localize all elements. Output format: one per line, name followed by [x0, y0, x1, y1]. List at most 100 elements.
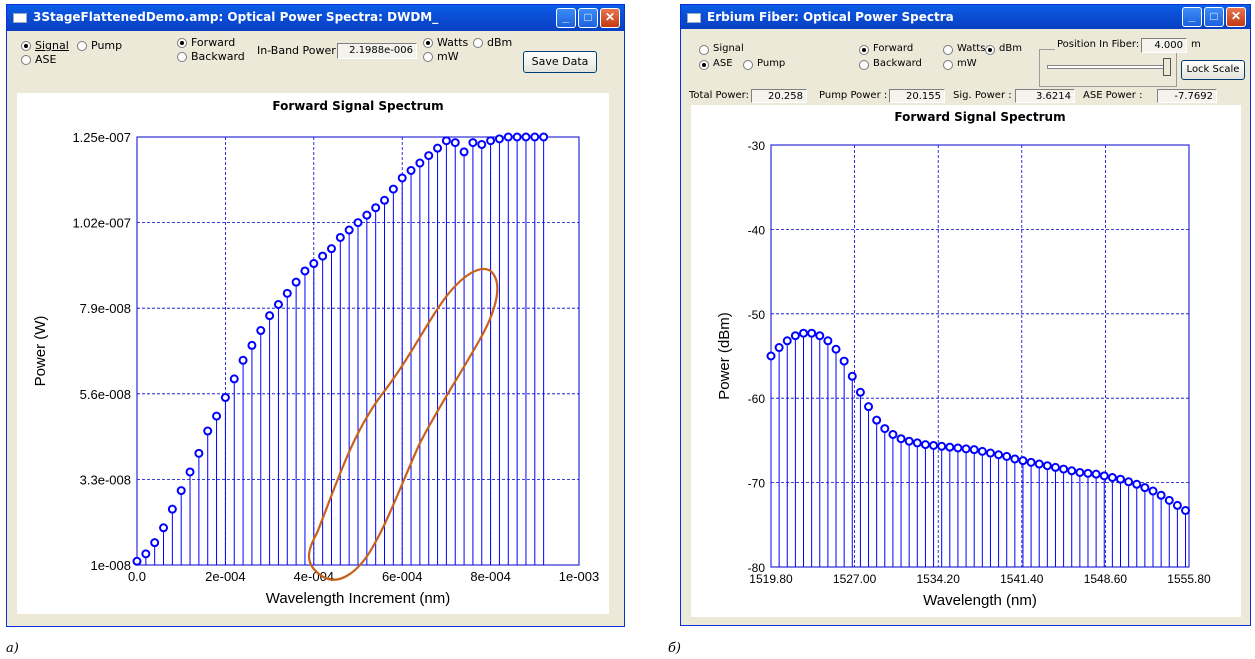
stem-marker	[176, 486, 186, 496]
signal-label: Signal	[35, 39, 69, 52]
forward-radio[interactable]	[859, 45, 869, 55]
backward-radio[interactable]	[177, 52, 187, 62]
y-tick-label: 5.6e-008	[80, 387, 131, 402]
pump-radio[interactable]	[743, 60, 753, 70]
mw-radio[interactable]	[943, 60, 953, 70]
stem-marker	[1002, 451, 1012, 461]
position-slider-thumb[interactable]	[1163, 58, 1171, 76]
stem-marker	[371, 203, 381, 213]
stem-marker	[477, 139, 487, 149]
stem-marker	[1026, 457, 1036, 467]
stem-marker	[1059, 464, 1069, 474]
caption-left: a)	[6, 641, 19, 656]
minimize-button[interactable]: _	[556, 8, 576, 28]
stem-marker	[539, 132, 549, 142]
close-button[interactable]: ✕	[1226, 7, 1246, 27]
stem-marker	[896, 434, 906, 444]
x-tick-label: 8e-004	[470, 569, 510, 584]
dbm-label: dBm	[487, 36, 513, 49]
x-tick-label: 6e-004	[382, 569, 422, 584]
signal-radio[interactable]	[21, 41, 31, 51]
mw-label: mW	[437, 50, 459, 63]
chart-title: Forward Signal Spectrum	[272, 99, 443, 113]
ase-radio[interactable]	[21, 55, 31, 65]
dbm-label: dBm	[999, 43, 1022, 54]
stem-marker	[1181, 505, 1191, 515]
y-tick-label: -40	[748, 223, 766, 237]
stem-marker	[503, 132, 513, 142]
stem-marker	[807, 328, 817, 338]
stem-marker	[194, 448, 204, 458]
y-tick-label: 7.9e-008	[80, 301, 131, 316]
stem-marker	[1067, 466, 1077, 476]
stem-marker	[855, 387, 865, 397]
sig-power-field: 3.6214	[1015, 89, 1075, 103]
mw-radio[interactable]	[423, 52, 433, 62]
stem-marker	[450, 138, 460, 148]
position-field[interactable]: 4.000	[1141, 38, 1187, 53]
stem-marker	[486, 136, 496, 146]
right-titlebar[interactable]: Erbium Fiber: Optical Power Spectra _ □ …	[681, 5, 1250, 29]
caption-right: б)	[668, 641, 682, 656]
pump-power-field: 20.155	[889, 89, 945, 103]
stem-marker	[790, 331, 800, 341]
left-titlebar[interactable]: 3StageFlattenedDemo.amp: Optical Power S…	[7, 5, 624, 31]
stem-marker	[920, 440, 930, 450]
stem-marker	[344, 225, 354, 235]
save-data-button[interactable]: Save Data	[523, 51, 597, 73]
signal-radio[interactable]	[699, 45, 709, 55]
y-tick-label: 1.02e-007	[72, 216, 131, 231]
maximize-button[interactable]: □	[578, 8, 598, 28]
stem-marker	[872, 415, 882, 425]
pump-label: Pump	[91, 39, 123, 52]
stem-marker	[815, 331, 825, 341]
watts-label: Watts	[957, 43, 986, 54]
right-window-title: Erbium Fiber: Optical Power Spectra	[707, 10, 954, 24]
stem-marker	[880, 424, 890, 434]
lock-scale-button[interactable]: Lock Scale	[1181, 60, 1245, 80]
y-tick-label: -60	[748, 392, 766, 406]
ase-radio[interactable]	[699, 60, 709, 70]
y-tick-label: -80	[748, 561, 766, 575]
app-icon	[687, 13, 701, 23]
x-tick-label: 4e-004	[294, 569, 334, 584]
stem-marker	[774, 343, 784, 353]
stem-marker	[1124, 477, 1134, 487]
stem-marker	[353, 218, 363, 228]
stem-marker	[985, 448, 995, 458]
forward-label: Forward	[191, 36, 236, 49]
inband-power-field: 2.1988e-006	[337, 43, 417, 59]
minimize-button[interactable]: _	[1182, 7, 1202, 27]
dbm-radio[interactable]	[473, 38, 483, 48]
stem-marker	[309, 259, 319, 269]
stem-marker	[229, 374, 239, 384]
stem-marker	[945, 442, 955, 452]
stem-marker	[424, 151, 434, 161]
total-power-field: 20.258	[751, 89, 807, 103]
pump-label: Pump	[757, 58, 786, 69]
stem-marker	[977, 446, 987, 456]
maximize-button[interactable]: □	[1204, 7, 1224, 27]
ase-power-field: -7.7692	[1157, 89, 1217, 103]
stem-marker	[203, 426, 213, 436]
stem-marker	[766, 351, 776, 361]
pump-radio[interactable]	[77, 41, 87, 51]
stem-marker	[318, 251, 328, 261]
position-slider-track[interactable]	[1047, 65, 1167, 69]
y-axis-label: Power (dBm)	[716, 312, 733, 400]
stem-marker	[1075, 467, 1085, 477]
stem-marker	[212, 411, 222, 421]
y-tick-label: -50	[748, 308, 766, 322]
stem-marker	[185, 467, 195, 477]
left-chart: Forward Signal Spectrum 0.0 2e-004 4e-004 6e…	[32, 99, 599, 607]
watts-radio[interactable]	[423, 38, 433, 48]
close-button[interactable]: ✕	[600, 8, 620, 28]
watts-radio[interactable]	[943, 45, 953, 55]
watts-label: Watts	[437, 36, 469, 49]
stem-marker	[433, 143, 443, 153]
stem-marker	[494, 134, 504, 144]
inband-power-label: In-Band Power :	[257, 44, 343, 57]
dbm-radio[interactable]	[985, 45, 995, 55]
forward-radio[interactable]	[177, 38, 187, 48]
backward-radio[interactable]	[859, 60, 869, 70]
